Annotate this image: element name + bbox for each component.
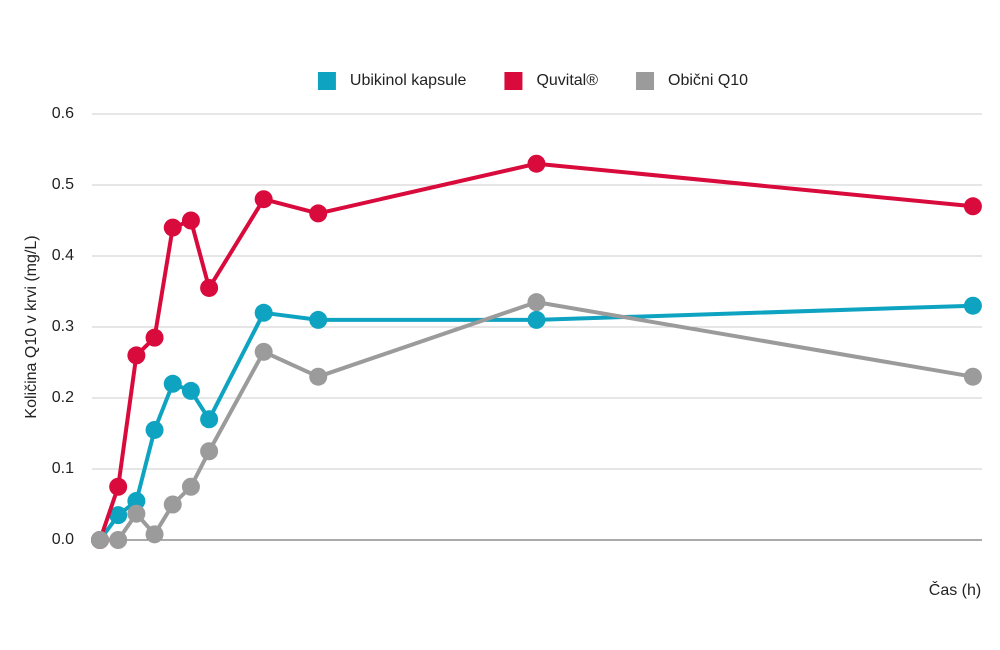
y-tick-label: 0.1 <box>52 460 74 477</box>
y-tick-label: 0.6 <box>52 105 74 122</box>
legend-swatch <box>504 72 523 90</box>
y-tick-label: 0.2 <box>52 389 74 406</box>
x-axis-label: Čas (h) <box>929 580 981 599</box>
data-point <box>145 420 164 439</box>
data-point <box>309 204 328 223</box>
y-tick-label: 0.5 <box>52 176 74 193</box>
data-point <box>127 504 146 523</box>
data-point <box>145 525 164 544</box>
legend-label: Obični Q10 <box>668 72 748 89</box>
data-point <box>91 531 110 549</box>
data-point <box>963 367 982 386</box>
data-point <box>109 531 128 549</box>
data-point <box>163 374 182 393</box>
data-point <box>527 310 546 329</box>
data-point <box>309 310 328 329</box>
data-point <box>527 293 546 312</box>
data-point <box>200 442 219 461</box>
y-tick-label: 0.0 <box>52 531 74 548</box>
data-point <box>963 197 982 216</box>
data-point <box>127 491 146 510</box>
data-point <box>181 381 200 400</box>
y-tick-label: 0.4 <box>52 247 74 264</box>
legend-label: Quvital® <box>536 72 598 89</box>
data-point <box>127 346 146 365</box>
series-line <box>98 161 974 541</box>
y-axis-label: Količina Q10 v krvi (mg/L) <box>23 235 40 418</box>
data-point <box>163 218 182 237</box>
data-point <box>963 296 982 315</box>
legend: Ubikinol kapsule Quvital® Obični Q10 <box>317 72 748 90</box>
data-point <box>163 495 182 514</box>
data-point <box>309 367 328 386</box>
data-point <box>181 211 200 230</box>
legend-swatch <box>317 72 336 90</box>
data-point <box>145 328 164 347</box>
data-point <box>254 190 273 209</box>
series-line <box>100 300 974 542</box>
data-point <box>254 342 273 361</box>
data-point <box>109 477 128 496</box>
data-point <box>527 154 546 173</box>
data-point <box>181 477 200 496</box>
data-point <box>200 278 219 297</box>
data-point <box>200 410 219 429</box>
legend-swatch <box>636 72 655 90</box>
y-tick-label: 0.3 <box>52 318 74 335</box>
series-line <box>98 303 973 542</box>
data-point <box>109 506 128 525</box>
legend-label: Ubikinol kapsule <box>350 72 467 89</box>
data-point <box>254 303 273 322</box>
